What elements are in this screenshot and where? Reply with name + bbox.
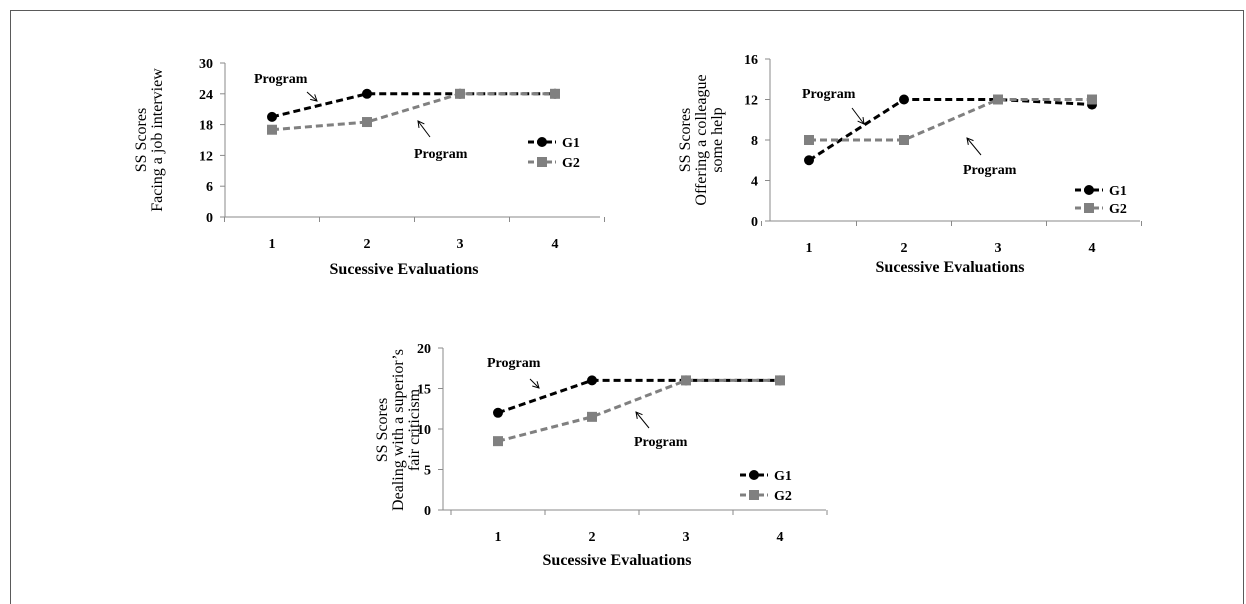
chart-1-series-G1-line [808,98,1093,162]
chart-0-series-G1-point [362,88,372,99]
chart-2-y-tick-label: 0 [424,504,431,519]
chart-2-x-axis-title: Sucessive Evaluations [543,552,692,569]
chart-2-y-axis-title-line: fair criticism [406,388,423,471]
chart-1-y-tick-label: 0 [751,215,758,230]
chart-2-annotation-program: Program [487,356,541,371]
chart-0-x-tick-label: 1 [269,237,276,252]
chart-0-legend-label-G2: G2 [562,156,580,171]
chart-2-x-tick-label: 4 [777,530,784,545]
chart-2-series-G1-point [587,375,597,386]
chart-0-x-tick-label: 4 [552,237,559,252]
chart-1-y-tick-label: 16 [744,53,758,68]
chart-2-series-G2-point [493,436,503,447]
chart-0-x-tick-label: 3 [457,237,464,252]
chart-1-series-G2-point [993,94,1003,105]
chart-0-annotation-arrow [306,91,318,102]
chart-2-y-tick-label: 20 [417,342,431,357]
chart-2-y-axis-title-line: SS Scores [374,398,391,462]
chart-0-y-tick-label: 30 [199,57,213,72]
chart-2-annotation-arrowhead [635,411,643,419]
chart-0-series-G2-point [362,117,372,128]
chart-2-series-G2-point [681,375,691,386]
chart-0-annotation-arrowhead [417,120,425,128]
chart-1-x-tick-label: 2 [901,241,908,256]
chart-1-series-G1-point [899,94,909,105]
chart-0-series-G1-line [271,92,555,119]
chart-1-legend-marker-G2 [1084,203,1094,213]
chart-0-y-axis-title-line: SS Scores [133,108,150,172]
chart-2-legend-marker-G2 [749,490,759,500]
chart-0-series-G2-point [455,88,465,99]
chart-1-legend-label-G1: G1 [1109,184,1127,199]
chart-1-series-G2-point [804,135,814,145]
chart-1-series-G2-point [1087,94,1097,105]
chart-1-y-tick-label: 4 [751,175,758,190]
chart-0-annotation-program: Program [414,147,468,162]
chart-1-annotation-program: Program [802,87,856,102]
chart-2-y-tick-label: 5 [424,464,431,479]
chart-1-y-axis-title-line: some help [709,107,726,172]
chart-0-y-tick-label: 24 [199,88,213,103]
chart-1-annotation-arrow [851,107,865,125]
chart-0-series-G2-point [267,124,277,135]
chart-1-x-axis-title: Sucessive Evaluations [876,259,1025,276]
chart-2-x-tick-label: 3 [683,530,690,545]
chart-1-annotation-arrow [966,137,982,156]
chart-1-x-tick-label: 1 [806,241,813,256]
chart-1-series-G1-point [804,155,814,166]
chart-1-x-tick-label: 4 [1089,241,1096,256]
chart-1-annotation-arrowhead [857,117,865,125]
chart-2-series-G2-point [587,411,597,422]
chart-0-annotation-program: Program [254,72,308,87]
chart-2-series-G1-line [497,378,780,415]
chart-2-annotation-arrow [635,411,650,429]
chart-2-annotation-arrowhead [532,381,540,389]
chart-0-series-G2-line [271,92,555,132]
chart-1-y-axis-title-line: Offering a colleague [693,74,710,205]
chart-0-series-G2-point [550,88,560,99]
figure-frame [10,10,1244,604]
chart-0-annotation-arrow [417,120,431,138]
chart-2-annotation-program: Program [634,435,688,450]
chart-0-legend-marker-G2 [537,157,547,167]
chart-2-x-tick-label: 1 [495,530,502,545]
chart-0-y-axis-title-line: Facing a job interview [149,68,166,212]
chart-2-y-tick-label: 10 [417,423,431,438]
chart-2-series-G2-line [497,378,780,443]
chart-0-annotation-arrowhead [310,94,318,102]
chart-0-y-tick-label: 0 [206,211,213,226]
chart-2-x-tick-label: 2 [589,530,596,545]
chart-0-series-G1-point [267,111,277,122]
chart-1-y-axis-title-line: SS Scores [677,108,694,172]
chart-1-y-tick-label: 8 [751,134,758,149]
chart-1-annotation-program: Program [963,163,1017,178]
chart-2-legend-label-G1: G1 [774,469,792,484]
chart-0-y-tick-label: 6 [206,180,213,195]
chart-1-x-tick-label: 3 [995,241,1002,256]
chart-2-annotation-arrow [529,378,540,389]
chart-0-x-tick-label: 2 [364,237,371,252]
chart-0-legend-label-G1: G1 [562,136,580,151]
chart-1-legend-label-G2: G2 [1109,202,1127,217]
chart-2-series-G2-point [775,375,785,386]
chart-1-annotation-arrowhead [966,137,974,145]
chart-1-series-G2-line [809,98,1092,142]
chart-2-legend-label-G2: G2 [774,489,792,504]
chart-2-y-axis-title-line: Dealing with a superior’s [390,349,407,511]
chart-1-series-G2-point [899,135,909,145]
chart-0-y-tick-label: 18 [199,119,213,134]
chart-1-y-tick-label: 12 [744,94,758,109]
chart-0-y-tick-label: 12 [199,149,213,164]
chart-0-legend-marker-G1 [537,137,547,147]
chart-2-legend-marker-G1 [749,470,759,480]
chart-0-x-axis-title: Sucessive Evaluations [330,261,479,278]
chart-2-series-G1-point [493,407,503,418]
chart-1-legend-marker-G1 [1084,185,1094,195]
chart-2-y-tick-label: 15 [417,383,431,398]
